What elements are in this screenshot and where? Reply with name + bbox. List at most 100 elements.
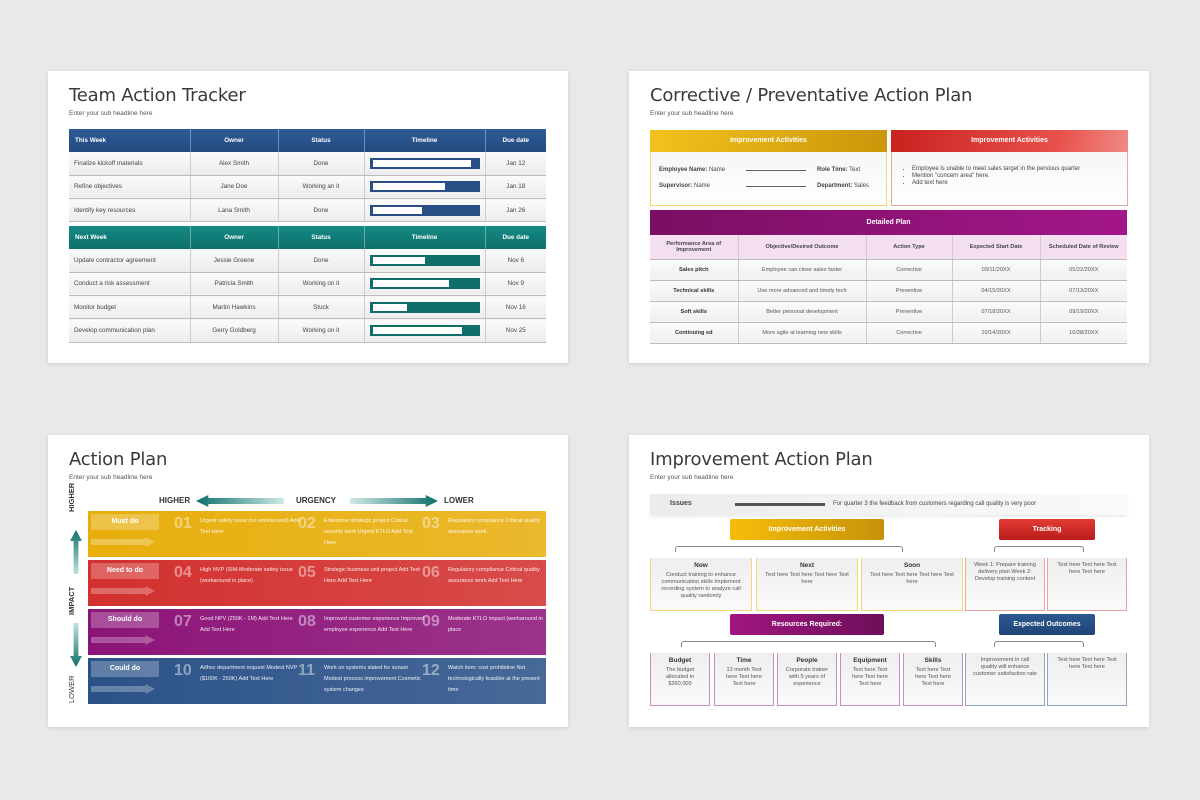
connector bbox=[675, 546, 903, 552]
bullet-item: Employee is unable to meet sales target … bbox=[912, 166, 1127, 173]
table-row[interactable]: Technical skills Use more advanced and ti… bbox=[650, 280, 1127, 302]
table-row[interactable]: Identify key resources Lana Smith Done Jan … bbox=[69, 198, 546, 223]
timeline-cell bbox=[364, 295, 486, 320]
timeline-cell bbox=[364, 318, 486, 343]
table-row[interactable]: Monitor budget Martin Hawkins Stuck Nov 16 bbox=[69, 295, 546, 320]
header: Status bbox=[278, 129, 365, 152]
owner-cell: Gerry Goldberg bbox=[190, 318, 279, 343]
progress-bar bbox=[369, 181, 480, 193]
slide-corrective-plan[interactable]: Corrective / Preventative Action Plan En… bbox=[629, 71, 1149, 363]
card: Improvement in call quality will enhance… bbox=[965, 653, 1045, 706]
right-arrow-icon bbox=[91, 537, 155, 547]
label: Role Time: bbox=[817, 167, 848, 173]
cell-text: Good NPV (250K - 1M) Add Text Here Add T… bbox=[200, 616, 293, 633]
cell-text: Regulatory compliance Critical quality a… bbox=[448, 518, 540, 535]
cell-number: 06 bbox=[422, 564, 440, 581]
concerns-box: Employee is unable to meet sales target … bbox=[891, 152, 1128, 206]
plan-cell: Soft skills bbox=[650, 301, 739, 323]
expected-outcomes-button[interactable]: Expected Outcomes bbox=[999, 614, 1095, 635]
card-text: Text here Text here Text here Text here bbox=[915, 667, 951, 687]
cell-text: Watch item: cost prohibitive Not technol… bbox=[448, 665, 540, 693]
impact-lower-label: LOWER bbox=[67, 675, 76, 703]
impact-higher-label: HIGHER bbox=[67, 482, 76, 512]
plan-cell: Sales pitch bbox=[650, 259, 739, 281]
table-row[interactable]: Develop communication plan Gerry Goldberg… bbox=[69, 318, 546, 343]
plan-cell: 10/28/20XX bbox=[1040, 322, 1127, 344]
card-heading: Equipment bbox=[853, 657, 887, 664]
card-text: Improvement in call quality will enhance… bbox=[973, 657, 1037, 677]
label: Employee Name: bbox=[659, 167, 708, 173]
card-text: Text here Text here Text here Text here bbox=[870, 572, 954, 585]
cell-text: High NVP (SIM-Moderate safety issue (wor… bbox=[200, 567, 293, 584]
task-cell: Finalize kickoff materials bbox=[69, 152, 191, 176]
progress-bar bbox=[369, 204, 480, 216]
header: Next Week bbox=[69, 226, 191, 249]
plan-cell: Corrective bbox=[866, 259, 953, 281]
table-row[interactable]: Refine objectives Jane Doe Working an it Ja… bbox=[69, 175, 546, 200]
due-date-cell: Nov 16 bbox=[485, 295, 546, 320]
issues-label: Issues bbox=[670, 500, 692, 507]
table-row[interactable]: Continuing ed More agile at learning new … bbox=[650, 322, 1127, 344]
table-row[interactable]: Conduct a risk assessment Patricia Smith W… bbox=[69, 272, 546, 297]
timeline-cell bbox=[364, 249, 486, 273]
status-cell: Stuck bbox=[278, 295, 365, 320]
timeline-cell bbox=[364, 272, 486, 297]
plan-header: Objective/Desired Outcome bbox=[738, 235, 867, 260]
plan-cell: Technical skills bbox=[650, 280, 739, 302]
progress-fill bbox=[372, 327, 462, 335]
resources-required-button[interactable]: Resources Required: bbox=[730, 614, 884, 635]
card: Next Text here Text here Text here Text h… bbox=[756, 558, 858, 611]
improvement-activities-button[interactable]: Improvement Activities bbox=[730, 519, 884, 540]
status-cell: Working an it bbox=[278, 175, 365, 200]
right-arrow-icon bbox=[91, 684, 155, 694]
urgency-right-arrow-icon bbox=[350, 495, 438, 507]
card-heading: Soon bbox=[903, 562, 921, 569]
plan-cell: Preventive bbox=[866, 280, 953, 302]
owner-cell: Jessie Greene bbox=[190, 249, 279, 273]
cell-text: Strategic business unit project Add Text… bbox=[324, 567, 420, 584]
progress-fill bbox=[372, 183, 446, 191]
card-heading: Time bbox=[736, 657, 752, 664]
timeline-cell bbox=[364, 198, 486, 223]
issues-text: For quarter 3 the feedback from customer… bbox=[833, 501, 1037, 507]
card-heading: Skills bbox=[924, 657, 942, 664]
improvement-header-red: Improvement Activities bbox=[891, 130, 1128, 152]
card-text: Conduct training to enhance communicatio… bbox=[661, 572, 741, 599]
value: Text bbox=[849, 167, 861, 173]
progress-bar bbox=[369, 157, 480, 169]
priority-row[interactable]: Need to do 04 High NVP (SIM-Moderate safet… bbox=[88, 560, 546, 606]
table-row[interactable]: Sales pitch Employee can close sales fast… bbox=[650, 259, 1127, 281]
card: Skills Text here Text here Text here Text… bbox=[903, 653, 963, 706]
task-cell: Develop communication plan bbox=[69, 318, 191, 343]
cell-text: Improved customer experience Improved em… bbox=[324, 616, 424, 633]
plan-cell: 04/15/20XX bbox=[952, 280, 1041, 302]
progress-bar bbox=[369, 254, 480, 266]
priority-row[interactable]: Could do 10 Adhoc department request Modes… bbox=[88, 658, 546, 704]
table-row[interactable]: Finalize kickoff materials Alex Smith Done… bbox=[69, 152, 546, 176]
plan-cell: 03/11/20XX bbox=[952, 259, 1041, 281]
header: Owner bbox=[190, 129, 279, 152]
due-date-cell: Nov 6 bbox=[485, 249, 546, 273]
table-row[interactable]: Soft skills Better personal development Pr… bbox=[650, 301, 1127, 323]
progress-bar bbox=[369, 301, 480, 313]
arrow-connector bbox=[746, 186, 806, 187]
priority-row[interactable]: Must do 01 Urgent safety issue (no workaro… bbox=[88, 511, 546, 557]
slide-team-action-tracker[interactable]: Team Action Tracker Enter your sub headl… bbox=[48, 71, 568, 363]
plan-cell: Preventive bbox=[866, 301, 953, 323]
priority-row[interactable]: Should do 07 Good NPV (250K - 1M) Add Text… bbox=[88, 609, 546, 655]
plan-cell: Continuing ed bbox=[650, 322, 739, 344]
progress-bar bbox=[369, 325, 480, 337]
owner-cell: Martin Hawkins bbox=[190, 295, 279, 320]
this-week-table: This Week Owner Status Timeline Due date Fin… bbox=[69, 129, 546, 223]
card-text: Text here Text here Text here Text here bbox=[1057, 562, 1117, 575]
tracking-button[interactable]: Tracking bbox=[999, 519, 1095, 540]
card: Text here Text here Text here Text here bbox=[1047, 653, 1127, 706]
cell-number: 07 bbox=[174, 613, 192, 630]
slide-action-plan[interactable]: Action Plan Enter your sub headline here… bbox=[48, 435, 568, 727]
progress-fill bbox=[372, 303, 407, 311]
improvement-header-gold: Improvement Activities bbox=[650, 130, 887, 152]
table-row[interactable]: Update contractor agreement Jessie Greene… bbox=[69, 249, 546, 273]
slide-improvement-plan[interactable]: Improvement Action Plan Enter your sub h… bbox=[629, 435, 1149, 727]
impact-label: IMPACT bbox=[67, 586, 76, 615]
progress-bar bbox=[369, 278, 480, 290]
